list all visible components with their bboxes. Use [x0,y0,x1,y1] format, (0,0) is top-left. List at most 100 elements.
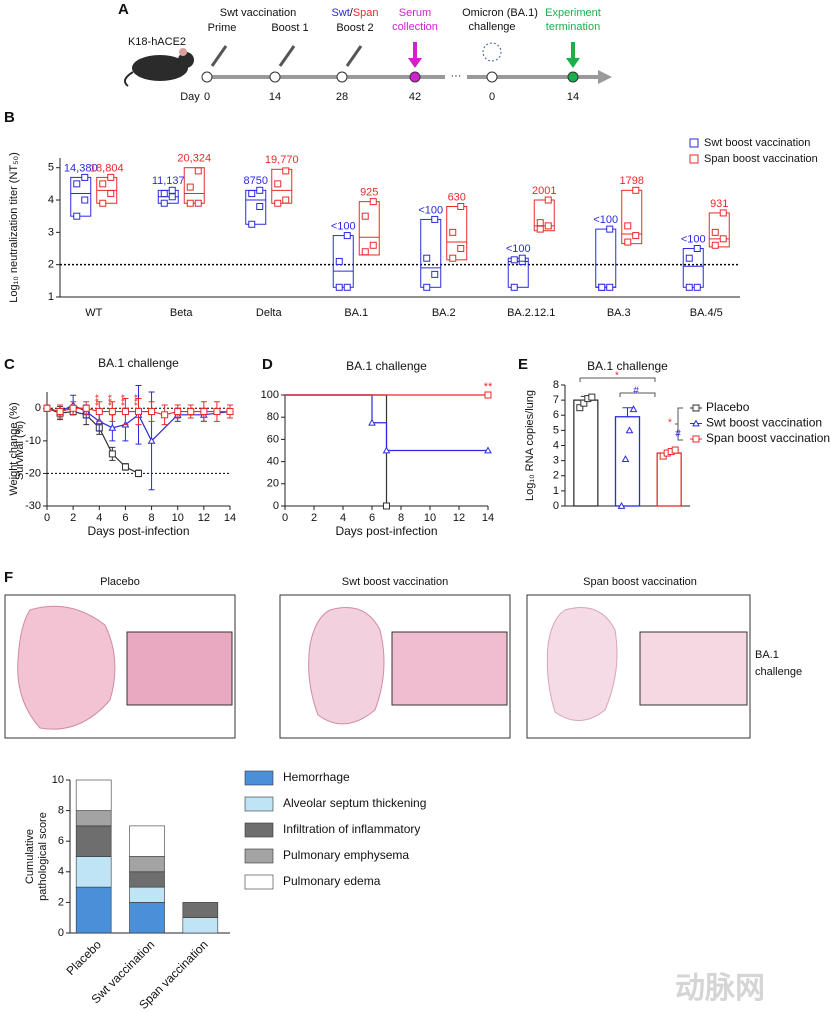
marker [632,232,640,240]
marker [174,408,182,416]
marker [274,180,282,188]
day-value: 14 [269,91,281,103]
marker [382,446,391,454]
watermark: 动脉网 [675,972,765,1005]
marker [457,202,465,210]
x-tick-label: 12 [198,512,210,524]
marker [282,167,290,175]
marker [510,283,518,291]
step-label: Boost 1 [271,22,308,34]
x-tick-label: Beta [170,307,194,319]
bar-segment [129,886,165,903]
termination-arrow [566,58,580,68]
y-tick-label: 6 [553,409,559,421]
annotation: # [675,429,681,440]
histology-title: Swt boost vaccination [342,576,448,588]
marker [187,408,195,416]
marker [200,408,208,416]
syringe [210,45,228,67]
x-tick-label: 14 [482,512,494,524]
timeline-arrow [598,70,612,84]
annotation: # [633,386,639,397]
box [332,235,354,288]
error-bar [622,407,633,417]
marker [135,408,142,416]
day-label: Day [180,91,200,103]
challenge-label: Omicron (BA.1) [462,7,538,19]
panel-label: A [118,1,129,18]
box [446,205,468,261]
x-tick-label: 0 [44,512,50,524]
step-label: Prime [208,22,237,34]
legend-swatch [244,770,274,786]
marker [194,199,202,207]
marker [160,199,168,207]
marker [186,183,194,191]
y-tick-label: 3 [48,226,54,238]
marker [711,228,719,236]
mouse-icon [123,71,134,87]
vaccination-label: Swt vaccination [220,7,296,19]
marker [598,283,606,291]
day-value: 14 [567,91,579,103]
value-label: 19,770 [265,154,299,166]
legend-label: Alveolar septum thickening [283,796,426,810]
y-tick-label: 4 [553,439,559,451]
termination-label: Experiment [545,7,601,19]
marker [685,283,693,291]
y-tick-label: 5 [553,424,559,436]
y-tick-label: 8 [553,379,559,391]
timepoint [201,71,213,83]
marker [121,463,129,471]
x-tick-label: 10 [424,512,436,524]
histology-title: Span boost vaccination [583,576,697,588]
marker [107,173,115,181]
x-tick-label: 4 [340,512,346,524]
legend-label: Swt boost vaccination [706,416,822,430]
y-axis-label: Log₁₀ RNA copies/lung [524,390,536,501]
marker [186,199,194,207]
marker [689,138,699,148]
x-tick-label: 0 [282,512,288,524]
marker [95,408,103,416]
bar-segment [75,825,112,857]
syringes [210,45,363,67]
annotation: ** [484,381,493,393]
x-axis-label: Days post-infection [87,524,189,538]
legend-label: Pulmonary edema [283,874,381,888]
y-tick-label: 40 [267,456,279,468]
marker [693,283,701,291]
y-tick-label: -30 [25,500,41,512]
box [621,189,643,245]
annotation: * [615,371,619,382]
histology-inset [391,631,508,706]
value-label: 630 [448,191,466,203]
marker [510,256,518,264]
mouse-icon [178,52,194,68]
value-label: 1798 [620,175,644,187]
marker [484,446,492,454]
marker [361,248,369,256]
x-tick-label: 14 [224,512,236,524]
marker [99,180,107,188]
bar-segment [75,810,112,827]
timepoint [269,71,281,83]
legend-label: Swt boost vaccination [704,137,810,149]
legend-swatch [244,874,274,890]
box [271,168,293,204]
panel-label: B [4,109,15,126]
x-tick-label: BA.2.12.1 [507,307,555,319]
y-tick-label: 80 [267,411,279,423]
marker [692,404,700,412]
y-tick-label: 0 [273,500,279,512]
marker [588,393,596,401]
histology-title: Placebo [100,576,140,588]
side-label: BA.1 [755,649,779,661]
marker [82,404,90,412]
x-axis-label: Days post-infection [335,524,437,538]
day-value: 0 [489,91,495,103]
value-label: 925 [360,187,378,199]
value-label: 11,137 [152,175,185,187]
value-label: <100 [593,214,618,226]
